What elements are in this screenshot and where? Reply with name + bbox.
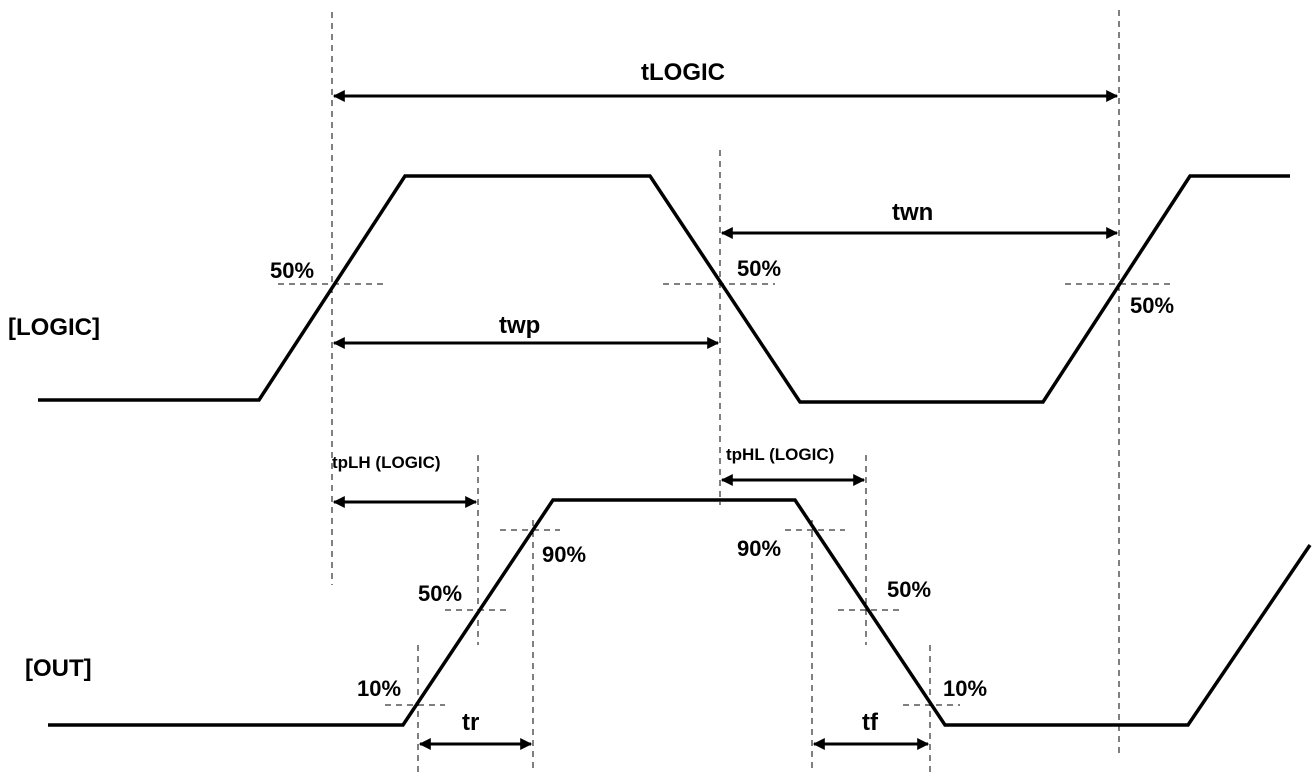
out-fall-10-label: 10%	[943, 676, 987, 701]
out-signal-label: [OUT]	[25, 655, 92, 682]
logic-signal-label: [LOGIC]	[8, 314, 100, 341]
out-rise-50-label: 50%	[418, 581, 462, 606]
logic-fall-50-label: 50%	[737, 256, 781, 281]
out-rise-10-label: 10%	[357, 676, 401, 701]
out-fall-50-label: 50%	[887, 577, 931, 602]
tlogic-label: tLOGIC	[641, 59, 725, 86]
horizontal-guides	[278, 283, 1172, 706]
out-rise-90-label: 90%	[542, 542, 586, 567]
out-waveform	[48, 498, 1312, 727]
tphl-label: tpHL (LOGIC)	[726, 445, 834, 464]
logic-rise2-50-label: 50%	[1130, 293, 1174, 318]
tr-label: tr	[462, 709, 479, 736]
twn-label: twn	[892, 199, 933, 226]
tf-label: tf	[862, 709, 879, 736]
twp-label: twp	[499, 312, 540, 339]
vertical-guides	[331, 10, 1120, 773]
dimension-arrows	[332, 90, 1119, 750]
logic-rise-50-label: 50%	[270, 258, 314, 283]
out-fall-90-label: 90%	[737, 536, 781, 561]
logic-waveform	[38, 174, 1290, 404]
tplh-label: tpLH (LOGIC)	[332, 453, 441, 472]
